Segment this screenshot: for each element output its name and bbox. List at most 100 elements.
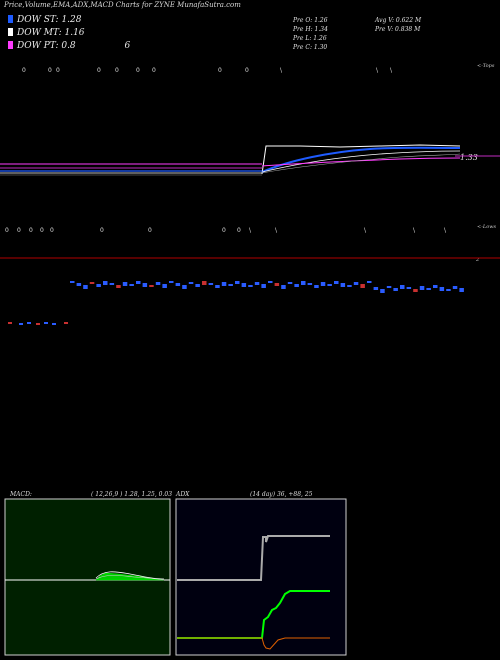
volume-bar: [386, 286, 392, 288]
legend-swatch-pt: [8, 41, 13, 49]
volume-left-bar: [36, 323, 40, 325]
macd-signal-line: [95, 575, 165, 581]
volume-bar: [406, 287, 412, 289]
volume-bar: [208, 283, 214, 285]
adx-params: (14 day) 36, +88, 25: [250, 491, 313, 498]
top-markers: 0 0 0 0 0 0 0 0 0 \ \ \: [22, 67, 393, 74]
top-marker: 0: [22, 67, 26, 74]
top-marker: 0: [97, 67, 101, 74]
volume-bar: [83, 285, 88, 289]
volume-left-bar: [64, 322, 68, 324]
volume-bar: [274, 283, 280, 286]
volume-bar: [182, 285, 187, 289]
legend-extra: 6: [124, 41, 131, 51]
volume-bar: [439, 287, 445, 291]
macd-line: [95, 571, 165, 580]
volume-bar: [459, 288, 464, 292]
volume-bar: [393, 288, 398, 291]
volume-bar: [360, 284, 365, 288]
top-marker: 0: [48, 67, 52, 74]
volume-bar: [287, 282, 293, 284]
prev-volume: Pre V: 0.838 M: [375, 26, 421, 33]
volume-bar: [169, 281, 174, 283]
volume-bar: [175, 283, 181, 286]
bottom-marker: 0: [222, 227, 226, 234]
volume-bar: [195, 284, 200, 287]
volume-bar: [221, 282, 227, 286]
bottom-marker: 0: [5, 227, 9, 234]
volume-bar: [413, 289, 418, 292]
prev-open: Pre O: 1.26: [293, 17, 328, 24]
volume-bar: [268, 281, 273, 283]
volume-bar: [96, 284, 101, 287]
bottom-marker: 0: [17, 227, 21, 234]
volume-bar: [89, 282, 95, 284]
volume-bar: [149, 285, 154, 287]
volume-bar: [261, 284, 266, 288]
volume-left-bars: [8, 322, 68, 325]
bottom-marker: \: [413, 227, 416, 234]
volume-left-bar: [27, 322, 31, 324]
volume-left-bar: [44, 322, 48, 324]
adx-label: ADX: [176, 491, 190, 498]
volume-axis-label: 2: [476, 257, 480, 263]
legend-dow-pt: DOW PT: 0.8 6: [8, 41, 130, 51]
volume-bar: [215, 285, 220, 288]
volume-left-bar: [19, 323, 23, 325]
volume-bar: [426, 288, 431, 290]
last-price-label: 1.33: [460, 153, 478, 162]
volume-bar: [452, 286, 458, 289]
price-close-line: [261, 144, 461, 175]
bottom-marker: 0: [148, 227, 152, 234]
volume-left-bar: [52, 323, 56, 325]
adx-plus-di-line: [177, 590, 330, 639]
volume-bar: [327, 284, 332, 286]
volume-bar: [340, 283, 346, 287]
top-marker: \: [280, 67, 283, 74]
legend-swatch-mt: [8, 28, 13, 36]
volume-bar: [446, 289, 451, 291]
top-marker: \: [376, 67, 379, 74]
volume-bar: [254, 282, 260, 285]
volume-bar: [373, 287, 379, 290]
volume-bar: [136, 281, 141, 284]
bottom-marker: \: [275, 227, 278, 234]
volume-bar: [314, 285, 319, 288]
volume-bar: [70, 281, 75, 283]
volume-bar: [129, 284, 134, 286]
volume-bar: [202, 281, 207, 285]
volume-bar: [235, 281, 240, 284]
bottom-marker: 0: [100, 227, 104, 234]
top-marker: \: [390, 67, 393, 74]
prev-close: Pre C: 1.30: [293, 44, 328, 51]
volume-bar: [400, 285, 405, 289]
prev-low: Pre L: 1.26: [293, 35, 327, 42]
volume-bar: [334, 281, 339, 284]
volume-bar: [433, 285, 438, 288]
prev-high: Pre H: 1.34: [293, 26, 328, 33]
legend-label-st: DOW ST: 1.28: [17, 15, 82, 25]
legend-swatch-st: [8, 15, 13, 23]
legend-label-mt: DOW MT: 1.16: [17, 28, 85, 38]
macd-params: ( 12,26,9 ) 1.28, 1.25, 0.03: [91, 491, 173, 498]
volume-bar: [116, 285, 121, 288]
tops-label: <-Tops: [477, 63, 495, 69]
legend-dow-st: DOW ST: 1.28: [8, 15, 82, 25]
volume-bar: [419, 286, 425, 290]
ema-mid-line: [261, 150, 461, 173]
macd-label: MACD:: [10, 491, 32, 498]
volume-bar: [320, 282, 326, 286]
bottom-markers: 0 0 0 0 0 0 0 0 0 \ \ \ \ \: [5, 227, 447, 234]
volume-bar: [142, 283, 148, 287]
top-marker: 0: [152, 67, 156, 74]
lows-label: <-Lows: [477, 224, 497, 230]
bottom-marker: \: [249, 227, 252, 234]
volume-bar: [228, 284, 233, 286]
top-marker: 0: [115, 67, 119, 74]
legend-label-pt: DOW PT: 0.8: [17, 41, 76, 51]
volume-bar: [301, 281, 306, 285]
volume-bar: [281, 285, 286, 289]
avg-volume: Avg V: 0.622 M: [375, 17, 422, 24]
volume-bar: [122, 282, 128, 286]
top-marker: 0: [136, 67, 140, 74]
